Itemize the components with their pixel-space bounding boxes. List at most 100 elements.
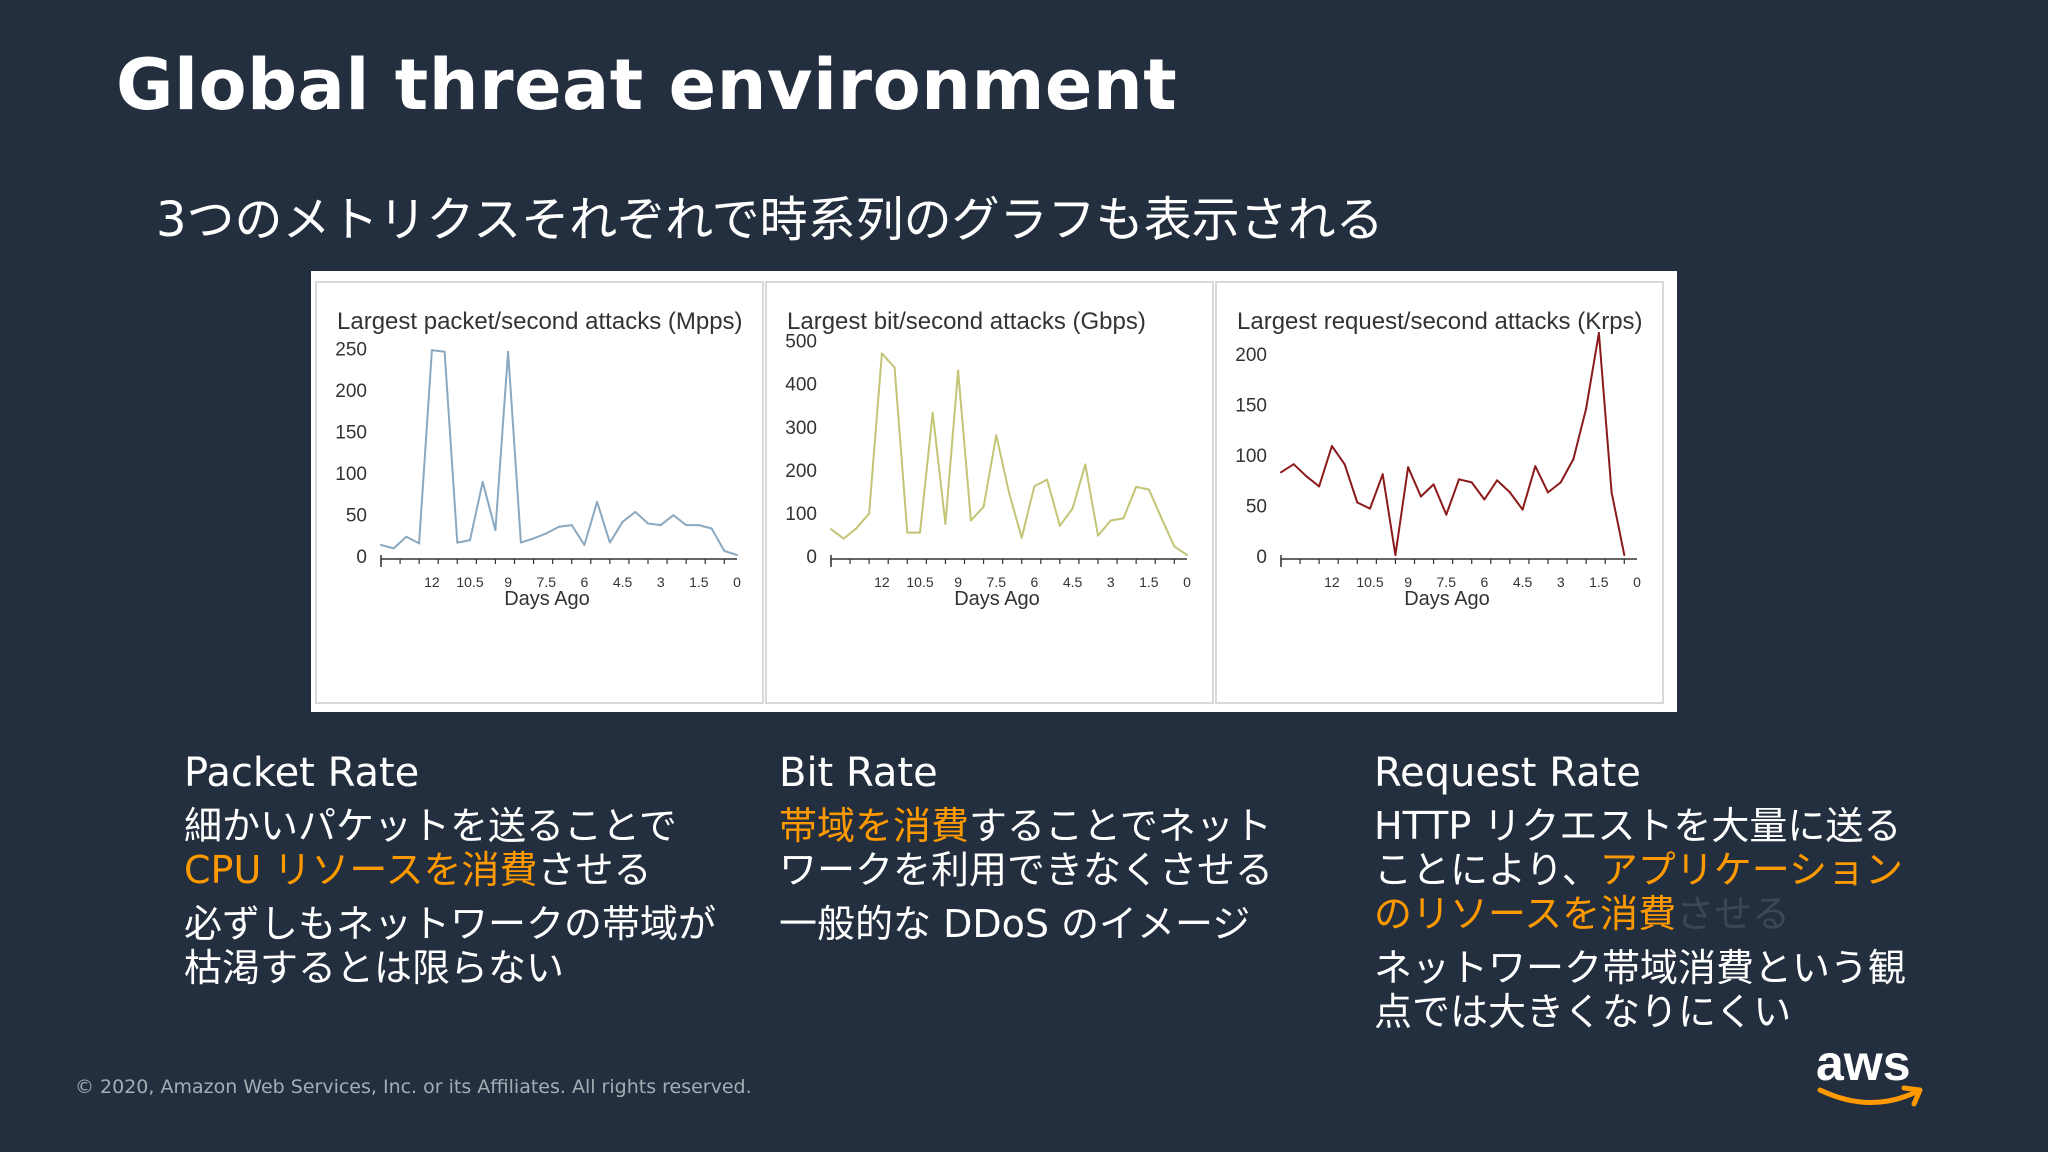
data-point xyxy=(570,524,573,527)
y-tick-label: 400 xyxy=(785,375,817,396)
column-heading: Packet Rate xyxy=(184,750,420,796)
column-line: 必ずしもネットワークの帯域が xyxy=(184,902,716,946)
packet-rate-chart: Largest packet/second attacks (Mpps) 12 1… xyxy=(315,281,764,704)
data-point xyxy=(1033,485,1036,488)
column-line: 点では大きくなりにくい xyxy=(1374,990,1906,1034)
body-text: 一般的な DDoS のイメージ xyxy=(779,902,1251,946)
data-point xyxy=(1135,485,1138,488)
y-tick-label: 0 xyxy=(356,547,367,568)
data-point xyxy=(1534,465,1537,468)
x-tick-label: 12 xyxy=(874,574,890,590)
x-tick-label: 9 xyxy=(504,574,512,590)
data-point xyxy=(944,522,947,525)
y-tick-label: 0 xyxy=(1256,547,1267,568)
chart-plot: 12 10.5 9 7.5 6 4.5 3 1.5 0 0 50 100 150 200 250 Days A… xyxy=(335,340,741,610)
x-tick-label: 6 xyxy=(581,574,589,590)
chart-title: Largest request/second attacks (Krps) xyxy=(1237,308,1641,335)
data-point xyxy=(558,525,560,528)
series-line xyxy=(1280,332,1626,556)
data-point xyxy=(1432,483,1435,486)
body-text: ことにより、 xyxy=(1374,848,1600,892)
aws-logo: aws xyxy=(1816,1040,1923,1107)
x-tick-label: 3 xyxy=(1107,574,1115,590)
chart-panel: Largest packet/second attacks (Mpps) 12 1… xyxy=(311,271,1677,712)
x-tick-label: 9 xyxy=(1404,574,1412,590)
x-tick-label: 12 xyxy=(1324,574,1340,590)
body-text: ワークを利用できなくさせる xyxy=(779,848,1274,892)
data-point xyxy=(1280,471,1282,474)
data-point xyxy=(995,434,998,437)
y-tick-label: 100 xyxy=(335,464,367,485)
data-point xyxy=(1572,458,1575,461)
x-tick-label: 6 xyxy=(1031,574,1039,590)
chart-plot: 12 10.5 9 7.5 6 4.5 3 1.5 0 0 50 100 150 200 Days Ago xyxy=(1235,332,1641,610)
data-point xyxy=(1547,491,1549,494)
column-heading: Bit Rate xyxy=(779,750,938,796)
data-point xyxy=(1122,517,1125,520)
y-tick-label: 200 xyxy=(1235,345,1267,366)
data-point xyxy=(481,480,484,483)
data-point xyxy=(672,514,675,517)
data-point xyxy=(893,366,896,369)
x-tick-label: 1.5 xyxy=(689,574,709,590)
y-tick-label: 300 xyxy=(785,418,817,439)
data-point xyxy=(969,519,972,522)
data-point xyxy=(519,541,522,544)
y-tick-label: 0 xyxy=(806,547,817,568)
data-point xyxy=(608,541,611,544)
body-text: HTTP リクエストを大量に送る xyxy=(1374,804,1902,848)
highlight-text: 帯域を消費 xyxy=(779,804,970,848)
data-point xyxy=(405,535,408,538)
data-point xyxy=(1046,478,1049,481)
data-point xyxy=(1381,473,1384,476)
data-point xyxy=(842,537,845,540)
column-line: CPU リソースを消費させる xyxy=(184,848,716,892)
series-line xyxy=(830,352,1188,556)
data-point xyxy=(1084,463,1087,466)
body-text: 点では大きくなりにくい xyxy=(1374,990,1792,1034)
data-point xyxy=(1160,517,1163,520)
data-point xyxy=(1343,463,1346,466)
x-tick-label: 0 xyxy=(1633,574,1641,590)
data-point xyxy=(1458,478,1460,481)
y-tick-label: 500 xyxy=(785,332,817,353)
data-point xyxy=(855,527,858,530)
data-point xyxy=(1394,554,1397,556)
data-point xyxy=(1147,488,1150,491)
data-point xyxy=(982,505,985,508)
data-point xyxy=(1008,491,1010,494)
series-line xyxy=(380,349,738,556)
data-point xyxy=(418,542,421,545)
bit-rate-chart: Largest bit/second attacks (Gbps) 12 10.5… xyxy=(765,281,1214,704)
data-point xyxy=(880,352,883,355)
data-point xyxy=(392,547,395,550)
x-tick-label: 9 xyxy=(954,574,962,590)
data-point xyxy=(1356,501,1359,504)
data-point xyxy=(1186,554,1188,556)
x-tick-label: 0 xyxy=(733,574,741,590)
aws-logo-text: aws xyxy=(1816,1040,1911,1091)
data-point xyxy=(919,531,921,534)
data-point xyxy=(1496,479,1499,482)
x-tick-label: 1.5 xyxy=(1589,574,1609,590)
data-point xyxy=(507,350,510,353)
x-axis-label: Days Ago xyxy=(954,588,1040,610)
column-line: ワークを利用できなくさせる xyxy=(779,848,1273,892)
data-point xyxy=(1610,491,1613,494)
x-tick-label: 4.5 xyxy=(1063,574,1083,590)
data-point xyxy=(1508,491,1511,494)
data-point xyxy=(1483,498,1486,501)
x-tick-label: 0 xyxy=(1183,574,1191,590)
copyright-text: © 2020, Amazon Web Services, Inc. or its… xyxy=(75,1076,752,1098)
data-point xyxy=(545,532,548,535)
column-line: 帯域を消費することでネット xyxy=(779,804,1273,848)
y-tick-label: 250 xyxy=(335,340,367,361)
body-text: ネットワーク帯域消費という観 xyxy=(1374,946,1907,990)
column-body: 帯域を消費することでネット ワークを利用できなくさせる 一般的な DDoS のイメー… xyxy=(779,804,1273,946)
data-point xyxy=(710,527,713,530)
chart-title: Largest bit/second attacks (Gbps) xyxy=(787,308,1146,335)
column-line: ネットワーク帯域消費という観 xyxy=(1374,946,1906,990)
request-rate-chart: Largest request/second attacks (Krps) 12… xyxy=(1215,281,1664,704)
column-line: ことにより、アプリケーション xyxy=(1374,848,1906,892)
body-text: 必ずしもネットワークの帯域が xyxy=(184,902,717,946)
